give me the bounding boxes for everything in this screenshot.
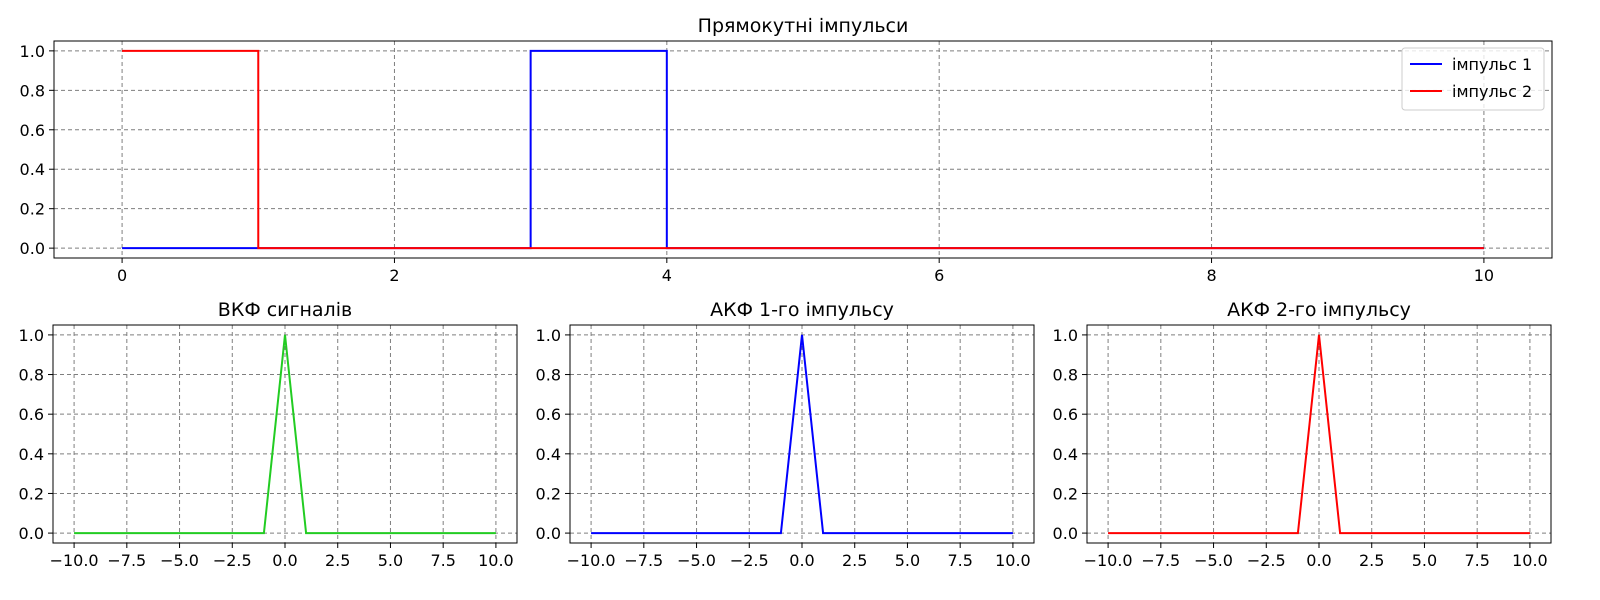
top-ytick-label-4: 0.8 (20, 81, 45, 100)
acf2-xtick-label-2: −5.0 (1194, 551, 1233, 570)
top-title: Прямокутні імпульси (698, 15, 909, 37)
acf1-xtick-label-0: −10.0 (567, 551, 616, 570)
ccf-series-0 (74, 334, 496, 535)
top-ytick-label-5: 1.0 (20, 42, 45, 61)
ccf-xtick-label-4: 0.0 (272, 551, 297, 570)
top-legend: імпульс 1 імпульс 2 (1401, 47, 1545, 111)
ccf-xtick-label-6: 5.0 (378, 551, 403, 570)
acf1-chart: −10.0 −7.5 −5.0 −2.5 0.0 2.5 5.0 7.5 10.0 0.0 0.2 0… (536, 299, 1035, 570)
acf1-xtick-label-2: −5.0 (677, 551, 716, 570)
top-xtick-label-0: 0 (117, 266, 127, 285)
top-legend-label-1: імпульс 2 (1452, 82, 1532, 101)
acf2-ytick-label-1: 0.2 (1053, 484, 1078, 503)
top-xtick-label-2: 4 (662, 266, 672, 285)
acf2-xtick-label-5: 2.5 (1359, 551, 1384, 570)
top-xtick-label-5: 10 (1474, 266, 1494, 285)
ccf-ytick-label-3: 0.6 (19, 405, 44, 424)
acf2-title: АКФ 2-го імпульсу (1227, 299, 1411, 321)
acf2-xtick-label-1: −7.5 (1141, 551, 1180, 570)
ccf-xtick-label-8: 10.0 (478, 551, 514, 570)
acf2-ytick-label-2: 0.4 (1053, 445, 1078, 464)
acf2-ytick-label-3: 0.6 (1053, 405, 1078, 424)
top-xtick-label-4: 8 (1206, 266, 1216, 285)
ccf-xtick-label-2: −5.0 (160, 551, 199, 570)
acf2-ytick-label-5: 1.0 (1053, 326, 1078, 345)
acf1-ytick-label-4: 0.8 (536, 366, 561, 385)
acf2-xtick-label-7: 7.5 (1464, 551, 1489, 570)
ccf-xtick-label-5: 2.5 (325, 551, 350, 570)
top-ytick-label-2: 0.4 (20, 160, 45, 179)
acf2-ytick-label-4: 0.8 (1053, 366, 1078, 385)
ccf-title: ВКФ сигналів (218, 299, 352, 321)
ccf-chart: −10.0 −7.5 −5.0 −2.5 0.0 2.5 5.0 7.5 10.0 0.0 0.2 0… (19, 299, 518, 570)
top-legend-label-0: імпульс 1 (1452, 55, 1532, 74)
acf1-series-0 (591, 334, 1013, 535)
ccf-ytick-label-0: 0.0 (19, 524, 44, 543)
acf1-ytick-label-5: 1.0 (536, 326, 561, 345)
acf1-xtick-label-5: 2.5 (842, 551, 867, 570)
top-chart: 0 2 4 6 8 10 0.0 0.2 0.4 0.6 0.8 1.0 Прямокутні імпу… (20, 15, 1553, 285)
acf1-xtick-label-1: −7.5 (624, 551, 663, 570)
ccf-xtick-label-1: −7.5 (107, 551, 146, 570)
ccf-ytick-label-1: 0.2 (19, 484, 44, 503)
acf2-chart: −10.0 −7.5 −5.0 −2.5 0.0 2.5 5.0 7.5 10.0 0.0 0.2 0… (1053, 299, 1552, 570)
top-axes-frame (53, 40, 1553, 259)
top-ytick-label-1: 0.2 (20, 200, 45, 219)
acf1-ytick-label-3: 0.6 (536, 405, 561, 424)
acf1-ytick-label-0: 0.0 (536, 524, 561, 543)
acf1-xtick-label-8: 10.0 (995, 551, 1031, 570)
acf1-title: АКФ 1-го імпульсу (710, 299, 894, 321)
ccf-ytick-label-5: 1.0 (19, 326, 44, 345)
acf2-xtick-label-3: −2.5 (1247, 551, 1286, 570)
top-ytick-label-0: 0.0 (20, 239, 45, 258)
acf1-xtick-label-7: 7.5 (947, 551, 972, 570)
top-xtick-label-3: 6 (934, 266, 944, 285)
ccf-xtick-label-0: −10.0 (50, 551, 99, 570)
top-ytick-label-3: 0.6 (20, 121, 45, 140)
top-series-1 (122, 49, 1484, 250)
acf2-xtick-label-8: 10.0 (1512, 551, 1548, 570)
acf2-xtick-label-0: −10.0 (1084, 551, 1133, 570)
acf1-ytick-label-2: 0.4 (536, 445, 561, 464)
acf2-xtick-label-4: 0.0 (1306, 551, 1331, 570)
top-xtick-label-1: 2 (389, 266, 399, 285)
acf2-series-0 (1108, 334, 1530, 535)
acf1-ytick-label-1: 0.2 (536, 484, 561, 503)
ccf-ytick-label-4: 0.8 (19, 366, 44, 385)
acf1-xtick-label-4: 0.0 (789, 551, 814, 570)
ccf-xtick-label-7: 7.5 (430, 551, 455, 570)
top-series-0 (122, 49, 1484, 250)
acf1-xtick-label-6: 5.0 (895, 551, 920, 570)
acf2-xtick-label-6: 5.0 (1412, 551, 1437, 570)
ccf-xtick-label-3: −2.5 (213, 551, 252, 570)
acf1-xtick-label-3: −2.5 (730, 551, 769, 570)
acf2-ytick-label-0: 0.0 (1053, 524, 1078, 543)
ccf-ytick-label-2: 0.4 (19, 445, 44, 464)
